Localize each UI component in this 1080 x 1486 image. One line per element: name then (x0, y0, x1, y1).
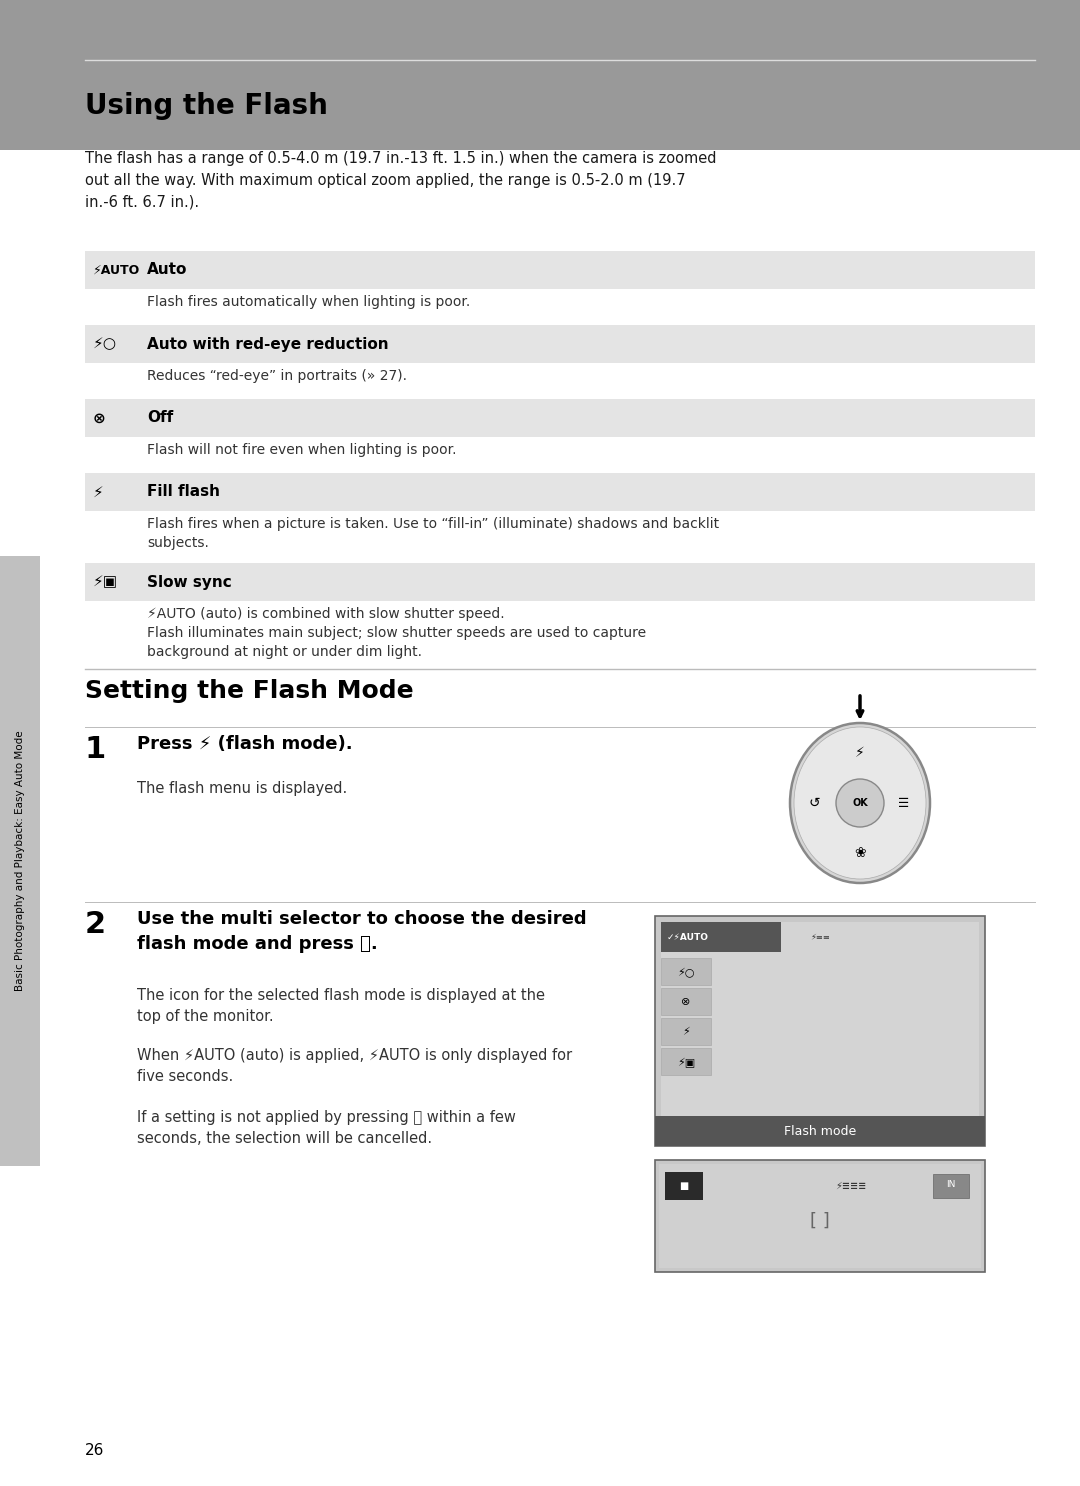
Bar (661, 1048, 711, 1074)
Text: The flash menu is displayed.: The flash menu is displayed. (137, 782, 348, 796)
Text: ⚡≡≡≡: ⚡≡≡≡ (835, 1181, 866, 1190)
Text: ⚡○: ⚡○ (93, 336, 117, 352)
Text: ↺: ↺ (808, 796, 820, 810)
Text: Off: Off (147, 410, 173, 425)
Text: ⚡AUTO (auto) is combined with slow shutter speed.
Flash illuminates main subject: ⚡AUTO (auto) is combined with slow shutt… (147, 606, 646, 658)
Text: [ ]: [ ] (810, 1213, 829, 1230)
Text: Flash fires when a picture is taken. Use to “fill-in” (illuminate) shadows and b: Flash fires when a picture is taken. Use… (147, 517, 719, 550)
Bar (85, 363, 1035, 400)
Text: Fill flash: Fill flash (147, 484, 220, 499)
Text: ⚡: ⚡ (855, 746, 865, 759)
Text: Basic Photography and Playback: Easy Auto Mode: Basic Photography and Playback: Easy Aut… (15, 731, 25, 991)
Text: Auto with red-eye reduction: Auto with red-eye reduction (147, 336, 389, 352)
Bar (85, 288, 1035, 325)
Text: Press ⚡ (flash mode).: Press ⚡ (flash mode). (137, 736, 353, 753)
Text: Flash mode: Flash mode (784, 1125, 856, 1137)
Bar (933, 1174, 969, 1198)
Text: Slow sync: Slow sync (147, 575, 232, 590)
Text: Use the multi selector to choose the desired
flash mode and press Ⓢ.: Use the multi selector to choose the des… (137, 909, 586, 953)
Text: ■: ■ (679, 1181, 689, 1190)
Text: ⊗: ⊗ (681, 997, 691, 1008)
Text: The icon for the selected flash mode is displayed at the
top of the monitor.: The icon for the selected flash mode is … (137, 988, 545, 1024)
Text: If a setting is not applied by pressing Ⓢ within a few
seconds, the selection wi: If a setting is not applied by pressing … (137, 1110, 516, 1146)
Text: The flash has a range of 0.5-4.0 m (19.7 in.-13 ft. 1.5 in.) when the camera is : The flash has a range of 0.5-4.0 m (19.7… (85, 152, 716, 210)
Bar (659, 1164, 981, 1268)
Text: ⚡AUTO: ⚡AUTO (93, 263, 140, 276)
Bar (661, 921, 978, 1116)
Bar (85, 437, 1035, 473)
Text: 1: 1 (85, 736, 106, 764)
Circle shape (836, 779, 885, 828)
Bar (661, 958, 711, 985)
Text: 26: 26 (85, 1443, 105, 1458)
Bar (661, 988, 711, 1015)
Text: ⊗: ⊗ (93, 410, 106, 425)
Bar (661, 1018, 711, 1045)
Text: When ⚡AUTO (auto) is applied, ⚡AUTO is only displayed for
five seconds.: When ⚡AUTO (auto) is applied, ⚡AUTO is o… (137, 1048, 572, 1083)
Text: Flash will not fire even when lighting is poor.: Flash will not fire even when lighting i… (147, 443, 457, 458)
Ellipse shape (794, 727, 926, 880)
Text: OK: OK (852, 798, 868, 808)
Bar (665, 1172, 703, 1201)
Bar (85, 325, 1035, 363)
Text: ⚡: ⚡ (683, 1027, 690, 1037)
Text: ⚡▣: ⚡▣ (93, 575, 118, 590)
Text: 2: 2 (85, 909, 106, 939)
Text: Using the Flash: Using the Flash (85, 92, 328, 120)
Bar (85, 511, 1035, 563)
Text: Setting the Flash Mode: Setting the Flash Mode (85, 679, 414, 703)
Bar (0, 556, 40, 1167)
Bar (85, 600, 1035, 667)
Ellipse shape (789, 724, 930, 883)
Text: ❀: ❀ (854, 846, 866, 860)
Bar (85, 473, 1035, 511)
Text: ✓⚡AUTO: ✓⚡AUTO (667, 933, 708, 942)
Text: Reduces “red-eye” in portraits (» 27).: Reduces “red-eye” in portraits (» 27). (147, 369, 407, 383)
Bar (85, 251, 1035, 288)
Text: ⚡○: ⚡○ (677, 967, 694, 976)
Bar (654, 1161, 985, 1272)
Bar (0, 0, 1080, 150)
Bar (654, 915, 985, 1146)
Text: Auto: Auto (147, 263, 187, 278)
Bar (85, 400, 1035, 437)
Text: ☰: ☰ (899, 796, 909, 810)
Text: ⚡≡≡: ⚡≡≡ (810, 933, 829, 942)
Bar (654, 1116, 985, 1146)
Bar (85, 563, 1035, 600)
Text: Flash fires automatically when lighting is poor.: Flash fires automatically when lighting … (147, 296, 470, 309)
Text: ⚡▣: ⚡▣ (677, 1057, 696, 1067)
Text: IN: IN (946, 1180, 956, 1189)
Text: ⚡: ⚡ (93, 484, 104, 499)
Bar (661, 921, 781, 953)
